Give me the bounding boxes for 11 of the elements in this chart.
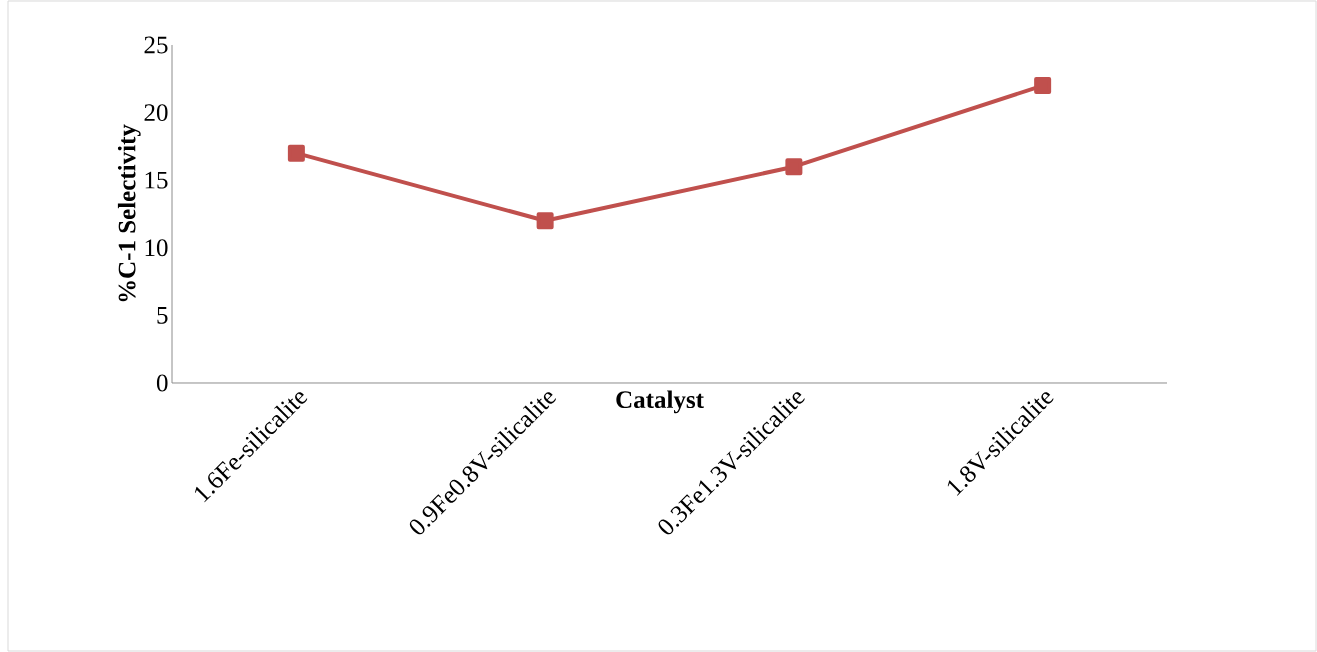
point	[536, 212, 554, 230]
point	[287, 144, 305, 162]
y-axis-title: %C-1 Selectivity	[117, 124, 141, 302]
y-tick-label: 20	[144, 104, 168, 122]
y-tick-label: 10	[145, 239, 168, 257]
y-tick-label: 25	[144, 36, 168, 54]
y-tick-label: 5	[157, 307, 168, 324]
y-tick-label: 0	[156, 374, 168, 392]
point	[785, 158, 803, 176]
point	[1034, 77, 1052, 95]
y-tick-label: 15	[145, 171, 168, 189]
